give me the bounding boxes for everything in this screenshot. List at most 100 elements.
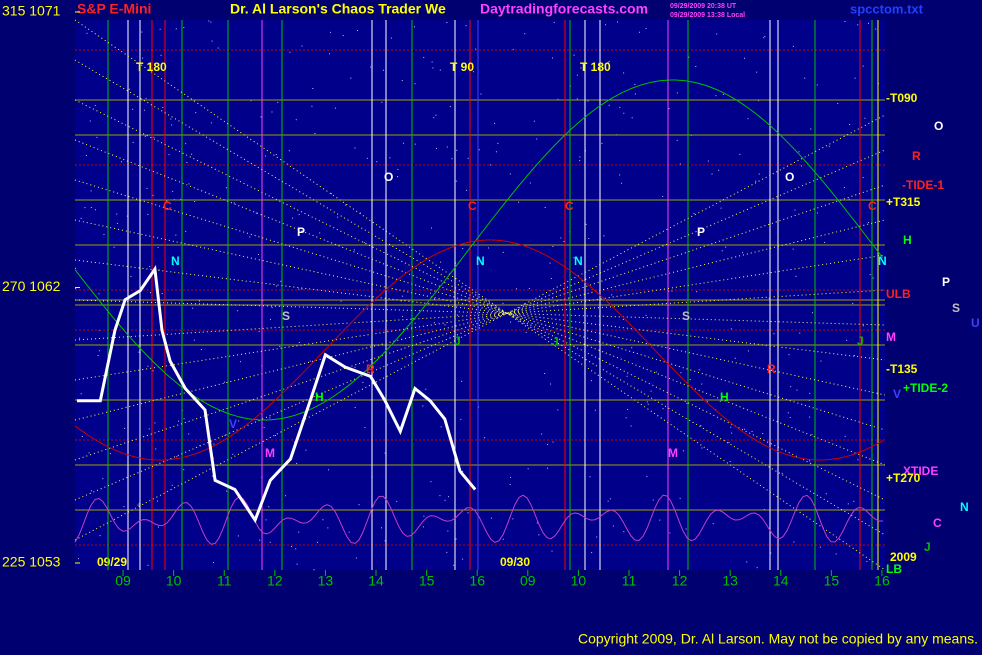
star: [547, 444, 549, 446]
star: [747, 350, 749, 352]
star: [550, 277, 552, 279]
star: [816, 84, 818, 86]
star: [180, 198, 182, 200]
star: [456, 314, 458, 316]
star: [289, 51, 291, 53]
star: [844, 21, 846, 23]
y-tick-label: 270 1062: [2, 278, 61, 294]
star: [400, 300, 402, 302]
star: [494, 122, 496, 124]
star: [781, 472, 783, 474]
star: [435, 114, 437, 116]
star: [605, 24, 607, 26]
star: [194, 201, 196, 203]
x-tick-label: 12: [267, 573, 283, 589]
annotation: N: [171, 254, 180, 268]
star: [288, 150, 290, 152]
star: [762, 433, 764, 435]
star: [239, 361, 241, 363]
star: [688, 56, 690, 58]
star: [837, 102, 839, 104]
star: [157, 246, 159, 248]
star: [854, 77, 856, 79]
star: [525, 331, 527, 333]
annotation: T 90: [450, 60, 474, 74]
angle-line: [74, 59, 886, 536]
x-tick-label: 16: [874, 573, 890, 589]
star: [589, 476, 591, 478]
star: [722, 93, 724, 95]
star: [327, 527, 329, 529]
star: [102, 478, 104, 480]
star: [396, 500, 398, 502]
star: [591, 552, 593, 554]
star: [390, 37, 392, 39]
star: [279, 345, 281, 347]
annotation: -TIDE-1: [902, 178, 944, 192]
star: [627, 408, 629, 410]
y-tick-label: 315 1071: [2, 3, 61, 19]
star: [98, 330, 100, 332]
star: [295, 548, 297, 550]
star: [298, 341, 300, 343]
star: [238, 420, 240, 422]
star: [544, 372, 546, 374]
x-tick-label: 14: [368, 573, 384, 589]
star: [109, 453, 111, 455]
star: [130, 275, 132, 277]
star: [550, 383, 552, 385]
star: [258, 254, 260, 256]
star: [433, 322, 435, 324]
star: [422, 526, 424, 528]
x-tick-label: 10: [166, 573, 182, 589]
date-label: 09/30: [500, 555, 530, 569]
star: [799, 332, 801, 334]
star: [668, 290, 670, 292]
star: [224, 434, 226, 436]
star: [502, 302, 504, 304]
star: [701, 383, 703, 385]
star: [549, 262, 551, 264]
star: [510, 476, 512, 478]
angle-line: [74, 139, 886, 466]
star: [707, 160, 709, 162]
star: [269, 318, 271, 320]
annotation: J: [552, 335, 559, 349]
star: [160, 54, 162, 56]
star: [99, 535, 101, 537]
star: [434, 298, 435, 300]
star: [296, 462, 298, 464]
star: [788, 354, 790, 356]
star: [730, 426, 732, 428]
file-name: spcctom.txt: [850, 1, 924, 16]
star: [155, 448, 157, 450]
star: [816, 212, 818, 214]
price-line: [77, 264, 477, 524]
star: [758, 173, 760, 175]
star: [793, 541, 795, 543]
star: [560, 237, 562, 239]
star: [75, 287, 77, 289]
star: [103, 233, 105, 235]
star: [585, 223, 587, 225]
star: [620, 182, 622, 184]
star: [843, 186, 845, 188]
star: [853, 500, 855, 502]
annotation: V: [229, 417, 237, 431]
star: [311, 105, 313, 107]
star: [359, 212, 361, 214]
star: [451, 158, 453, 160]
star: [693, 213, 695, 215]
star: [612, 525, 614, 527]
star: [356, 30, 358, 32]
annotation: N: [476, 254, 485, 268]
star: [439, 69, 441, 71]
star: [596, 536, 598, 538]
star: [484, 437, 486, 439]
star: [527, 468, 529, 470]
star: [175, 28, 177, 30]
star: [384, 452, 386, 454]
star: [700, 425, 702, 427]
annotation: C: [468, 199, 477, 213]
star: [431, 61, 433, 63]
